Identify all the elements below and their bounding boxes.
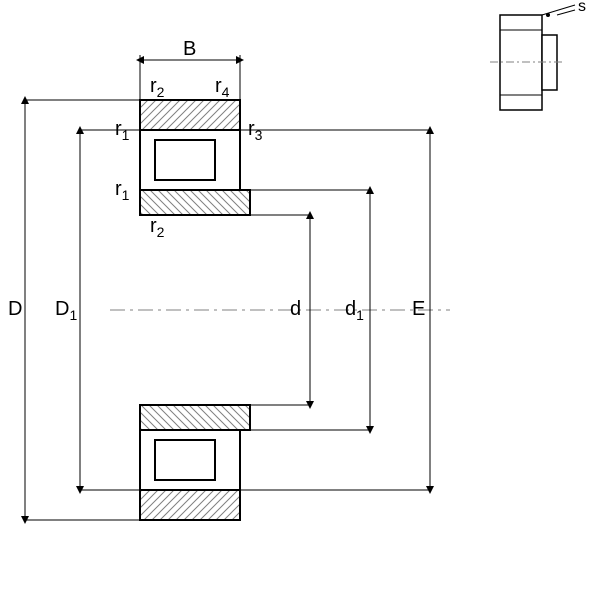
label-d1: d1 xyxy=(345,298,364,323)
label-r2-top: r2 xyxy=(150,75,164,100)
inner-ring-bot xyxy=(140,405,250,430)
label-r2-mid: r2 xyxy=(150,215,164,240)
roller-top xyxy=(155,140,215,180)
outer-ring-bot xyxy=(140,490,240,520)
label-E: E xyxy=(412,298,425,321)
label-r4: r4 xyxy=(215,75,229,100)
small-view xyxy=(490,5,575,110)
label-D: D xyxy=(8,298,22,321)
label-s: s xyxy=(578,0,586,16)
label-D1: D1 xyxy=(55,298,77,323)
label-d: d xyxy=(290,298,301,321)
roller-bot xyxy=(155,440,215,480)
label-r1-mid: r1 xyxy=(115,178,129,203)
label-r3: r3 xyxy=(248,118,262,143)
label-B: B xyxy=(183,38,196,61)
inner-ring-top xyxy=(140,190,250,215)
label-r1-top: r1 xyxy=(115,118,129,143)
outer-ring-top xyxy=(140,100,240,130)
